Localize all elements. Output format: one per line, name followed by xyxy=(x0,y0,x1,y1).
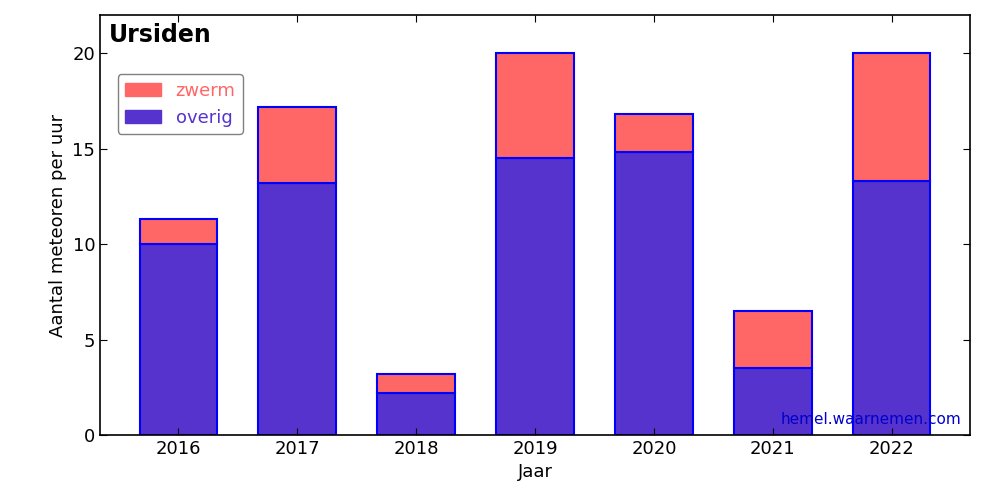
Bar xyxy=(853,53,930,181)
Bar xyxy=(377,393,455,435)
Text: Ursiden: Ursiden xyxy=(109,24,211,48)
Bar xyxy=(615,114,693,152)
Bar xyxy=(258,183,336,435)
Bar xyxy=(377,374,455,393)
Bar xyxy=(734,368,812,435)
Bar xyxy=(496,158,574,435)
Bar xyxy=(496,53,574,158)
X-axis label: Jaar: Jaar xyxy=(518,464,552,481)
Bar xyxy=(734,311,812,368)
Bar xyxy=(140,244,217,435)
Bar xyxy=(615,152,693,435)
Bar xyxy=(853,181,930,435)
Legend: zwerm, overig: zwerm, overig xyxy=(118,74,243,134)
Text: hemel.waarnemen.com: hemel.waarnemen.com xyxy=(781,412,961,426)
Bar xyxy=(258,106,336,183)
Y-axis label: Aantal meteoren per uur: Aantal meteoren per uur xyxy=(49,114,67,336)
Bar xyxy=(140,220,217,244)
